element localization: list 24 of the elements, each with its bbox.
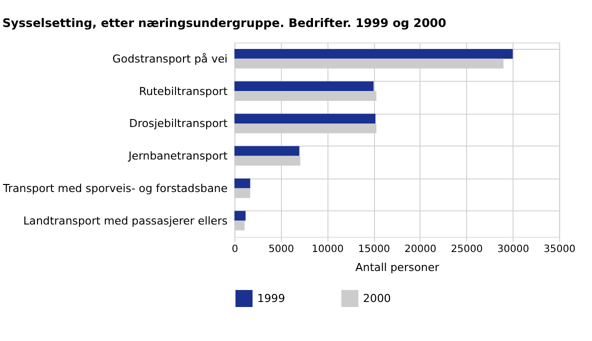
x-tick-label: 15000 xyxy=(358,244,390,255)
bar xyxy=(234,114,376,124)
bar xyxy=(234,146,300,156)
y-tick-label: Rutebiltransport xyxy=(138,84,228,98)
y-tick-label: Jernbanetransport xyxy=(128,150,228,163)
x-tick-label: 0 xyxy=(232,244,238,255)
x-tick-label: 10000 xyxy=(312,244,344,255)
y-tick-label: Drosjebiltransport xyxy=(129,117,228,130)
bar xyxy=(234,210,246,221)
bar xyxy=(234,178,250,188)
x-tick-label: 20000 xyxy=(404,244,436,255)
legend-label: 2000 xyxy=(363,292,391,306)
bar xyxy=(234,81,374,92)
x-tick-label: 35000 xyxy=(544,244,576,255)
bar xyxy=(234,49,513,59)
y-tick-label: Landtransport med passasjerer ellers xyxy=(23,214,228,228)
chart-title: Sysselsetting, etter næringsundergruppe. Bedrifter. 1999 og 2000 xyxy=(2,16,446,30)
x-axis-title: Antall personer xyxy=(355,261,440,274)
legend-label: 1999 xyxy=(257,292,286,306)
x-tick-label: 30000 xyxy=(497,244,530,255)
x-tick-label: 5000 xyxy=(268,244,294,255)
x-tick-label: 25000 xyxy=(450,244,483,255)
y-tick-label: Transport med sporveis- og forstadsbane xyxy=(2,182,228,195)
y-tick-label: Godstransport på vei xyxy=(112,52,228,66)
